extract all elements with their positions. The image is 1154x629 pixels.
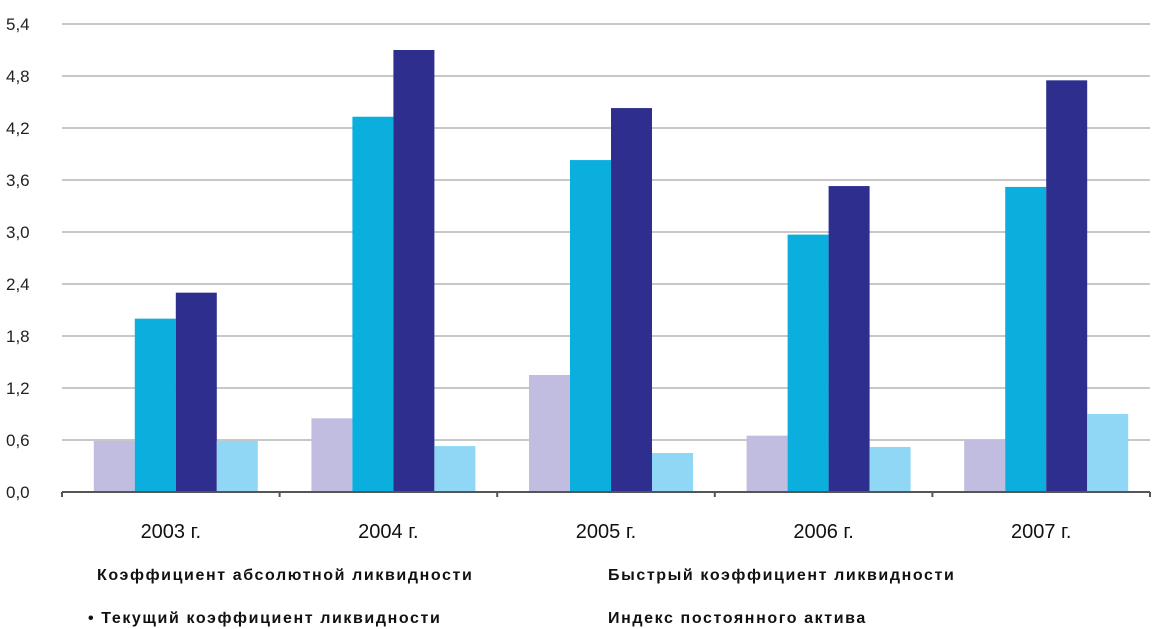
bar: [787, 234, 829, 492]
bar: [216, 440, 258, 492]
bar: [352, 116, 394, 492]
y-tick-label: 1,8: [6, 327, 30, 346]
bar: [529, 375, 570, 492]
bar-chart: 0,0 0,6 1,2 1,8 2,4 3,0 3,6 4,2 4,8 5,4 2003 г. 200…: [6, 15, 1151, 543]
y-tick-label: 0,0: [6, 483, 30, 502]
bar: [869, 446, 911, 492]
bar: [652, 453, 693, 492]
legend-item-current-liquidity: • Текущий коэффициент ликвидности: [88, 610, 442, 627]
tick-labels: 0,0 0,6 1,2 1,8 2,4 3,0 3,6 4,2 4,8 5,4 2003 г. 200…: [6, 15, 1071, 543]
axes: [61, 491, 1151, 497]
y-tick-label: 0,6: [6, 431, 30, 450]
bar: [434, 446, 476, 492]
y-tick-label: 2,4: [6, 275, 30, 294]
y-tick-label: 3,0: [6, 223, 30, 242]
x-category-label: 2007 г.: [1011, 521, 1071, 543]
bar: [1087, 414, 1129, 492]
legend-item-absolute-liquidity: Коэффициент абсолютной ликвидности: [97, 567, 474, 584]
y-tick-label: 3,6: [6, 171, 30, 190]
bar: [1005, 186, 1047, 492]
bars: [93, 50, 1129, 493]
bar: [828, 186, 870, 493]
x-category-label: 2006 г.: [793, 521, 853, 543]
bar: [570, 160, 611, 493]
bar: [964, 440, 1006, 492]
x-category-label: 2003 г.: [141, 521, 201, 543]
y-tick-label: 4,2: [6, 119, 30, 138]
y-tick-label: 5,4: [6, 15, 30, 34]
bar: [611, 108, 652, 493]
bar: [311, 418, 353, 492]
legend-item-fixed-asset-index: Индекс постоянного актива: [608, 610, 867, 627]
x-category-label: 2004 г.: [358, 521, 418, 543]
bar: [1046, 80, 1088, 492]
bar: [175, 292, 217, 492]
bar: [93, 440, 135, 492]
y-tick-label: 1,2: [6, 379, 30, 398]
legend-item-quick-liquidity: Быстрый коэффициент ликвидности: [608, 567, 956, 584]
bar: [134, 318, 176, 492]
bar: [393, 50, 435, 492]
y-tick-label: 4,8: [6, 67, 30, 86]
bar: [746, 435, 788, 492]
x-category-label: 2005 г.: [576, 521, 636, 543]
